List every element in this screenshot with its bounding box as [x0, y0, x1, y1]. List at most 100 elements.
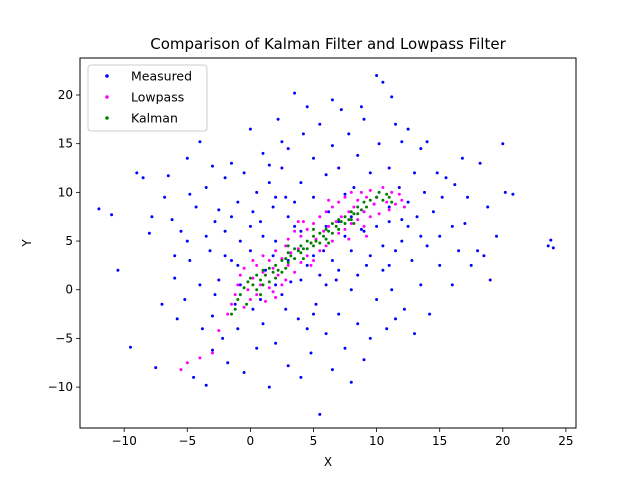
point-kalman — [286, 261, 290, 264]
point-measured — [410, 259, 414, 262]
point-measured — [549, 238, 553, 242]
point-kalman — [296, 249, 300, 253]
x-tick-label: 5 — [310, 434, 318, 448]
point-measured — [204, 234, 208, 238]
point-kalman — [274, 276, 278, 280]
point-measured — [324, 224, 328, 228]
point-measured — [230, 161, 233, 165]
y-tick-label: −10 — [48, 380, 73, 394]
point-lowpass — [312, 222, 315, 225]
point-measured — [267, 163, 271, 167]
point-measured — [438, 234, 442, 238]
point-lowpass — [274, 249, 278, 253]
point-measured — [343, 192, 347, 196]
point-measured — [349, 380, 353, 384]
point-lowpass — [347, 210, 351, 214]
point-measured — [213, 220, 217, 224]
point-measured — [400, 239, 404, 243]
point-measured — [194, 205, 198, 209]
point-kalman — [248, 276, 252, 280]
point-measured — [154, 366, 158, 370]
point-measured — [223, 176, 227, 180]
point-lowpass — [356, 198, 360, 202]
point-measured — [400, 140, 404, 144]
point-measured — [377, 142, 381, 146]
point-lowpass — [400, 198, 404, 202]
point-measured — [242, 371, 246, 374]
point-measured — [233, 302, 237, 306]
point-measured — [223, 229, 227, 233]
point-measured — [208, 249, 212, 253]
chart-title: Comparison of Kalman Filter and Lowpass … — [150, 35, 506, 53]
point-measured — [271, 254, 275, 258]
point-measured — [463, 222, 467, 225]
point-kalman — [246, 280, 250, 284]
point-measured — [173, 276, 177, 280]
point-measured — [322, 249, 326, 253]
point-measured — [352, 186, 356, 189]
point-lowpass — [309, 263, 313, 267]
point-kalman — [347, 218, 351, 222]
point-measured — [211, 348, 214, 352]
x-axis-label: X — [324, 455, 332, 469]
point-kalman — [318, 241, 322, 245]
point-measured — [482, 254, 486, 258]
point-measured — [309, 351, 313, 355]
point-measured — [390, 288, 394, 292]
point-measured — [356, 153, 360, 157]
point-lowpass — [211, 351, 214, 355]
point-measured — [419, 234, 423, 238]
point-measured — [185, 156, 189, 160]
point-measured — [415, 215, 419, 219]
points-layer — [97, 74, 555, 416]
point-lowpass — [365, 234, 368, 238]
point-kalman — [343, 215, 347, 219]
point-lowpass — [299, 234, 303, 238]
point-measured — [267, 181, 271, 185]
point-lowpass — [284, 244, 288, 248]
point-lowpass — [179, 368, 183, 372]
point-kalman — [324, 237, 328, 241]
point-measured — [248, 224, 252, 228]
point-measured — [375, 224, 379, 228]
point-measured — [381, 80, 385, 84]
point-kalman — [359, 208, 363, 212]
point-measured — [110, 213, 114, 217]
point-kalman — [337, 227, 341, 231]
point-measured — [387, 263, 391, 267]
point-kalman — [242, 286, 246, 290]
point-measured — [387, 220, 391, 224]
point-measured — [116, 268, 120, 272]
point-measured — [284, 307, 288, 311]
point-measured — [259, 220, 262, 224]
point-lowpass — [299, 261, 303, 264]
point-kalman — [330, 222, 334, 225]
point-measured — [419, 283, 423, 287]
point-measured — [394, 122, 397, 126]
point-measured — [359, 105, 363, 109]
point-kalman — [356, 212, 360, 216]
point-measured — [261, 234, 265, 238]
point-measured — [271, 205, 275, 209]
point-measured — [511, 192, 515, 196]
point-kalman — [337, 218, 341, 222]
point-measured — [394, 249, 397, 253]
point-measured — [274, 239, 278, 243]
point-lowpass — [359, 190, 363, 194]
point-lowpass — [337, 200, 341, 204]
point-lowpass — [368, 188, 372, 192]
point-kalman — [280, 270, 284, 274]
point-measured — [385, 327, 389, 331]
point-measured — [440, 195, 444, 199]
point-measured — [419, 147, 423, 151]
point-lowpass — [394, 202, 397, 206]
point-measured — [476, 249, 480, 253]
point-measured — [135, 171, 139, 175]
legend: Measured Lowpass Kalman — [87, 64, 208, 132]
point-measured — [299, 375, 303, 379]
point-measured — [236, 263, 240, 267]
point-kalman — [305, 239, 309, 243]
point-kalman — [349, 210, 353, 214]
point-measured — [425, 140, 429, 144]
point-measured — [175, 317, 179, 321]
